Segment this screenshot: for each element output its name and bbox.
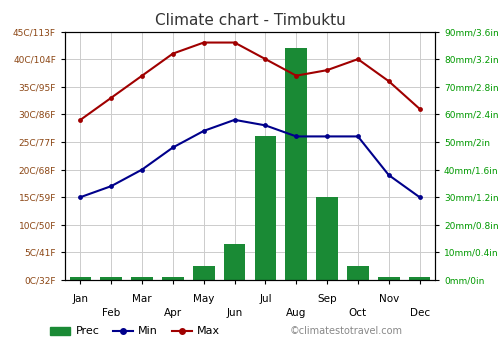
Bar (378, 277, 400, 280)
Text: Jan: Jan (72, 294, 88, 304)
Bar (132, 277, 153, 280)
Text: Mar: Mar (132, 294, 152, 304)
Text: Jul: Jul (259, 294, 272, 304)
Bar (409, 277, 430, 280)
Text: Aug: Aug (286, 308, 306, 318)
Bar (193, 266, 214, 280)
Text: Oct: Oct (349, 308, 367, 318)
Text: Jun: Jun (226, 308, 242, 318)
Text: Sep: Sep (318, 294, 337, 304)
Bar (347, 266, 368, 280)
Text: Dec: Dec (410, 308, 430, 318)
Text: ©climatestotravel.com: ©climatestotravel.com (290, 326, 403, 336)
Bar (254, 136, 276, 280)
Bar (162, 277, 184, 280)
Text: Apr: Apr (164, 308, 182, 318)
Text: May: May (193, 294, 214, 304)
Text: Feb: Feb (102, 308, 120, 318)
Bar (316, 197, 338, 280)
Bar (70, 277, 91, 280)
Title: Climate chart - Timbuktu: Climate chart - Timbuktu (154, 13, 346, 28)
Bar (224, 244, 246, 280)
Bar (100, 277, 122, 280)
Bar (286, 48, 307, 280)
Legend: Prec, Min, Max: Prec, Min, Max (46, 322, 224, 341)
Text: Nov: Nov (378, 294, 399, 304)
